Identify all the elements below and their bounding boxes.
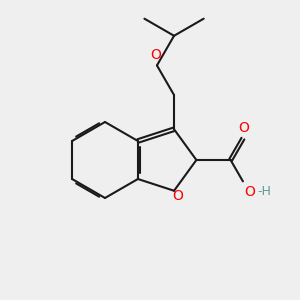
Text: O: O [244, 185, 255, 200]
Text: -H: -H [257, 185, 271, 198]
Text: O: O [172, 189, 184, 203]
Text: O: O [238, 121, 249, 135]
Text: O: O [151, 48, 161, 62]
